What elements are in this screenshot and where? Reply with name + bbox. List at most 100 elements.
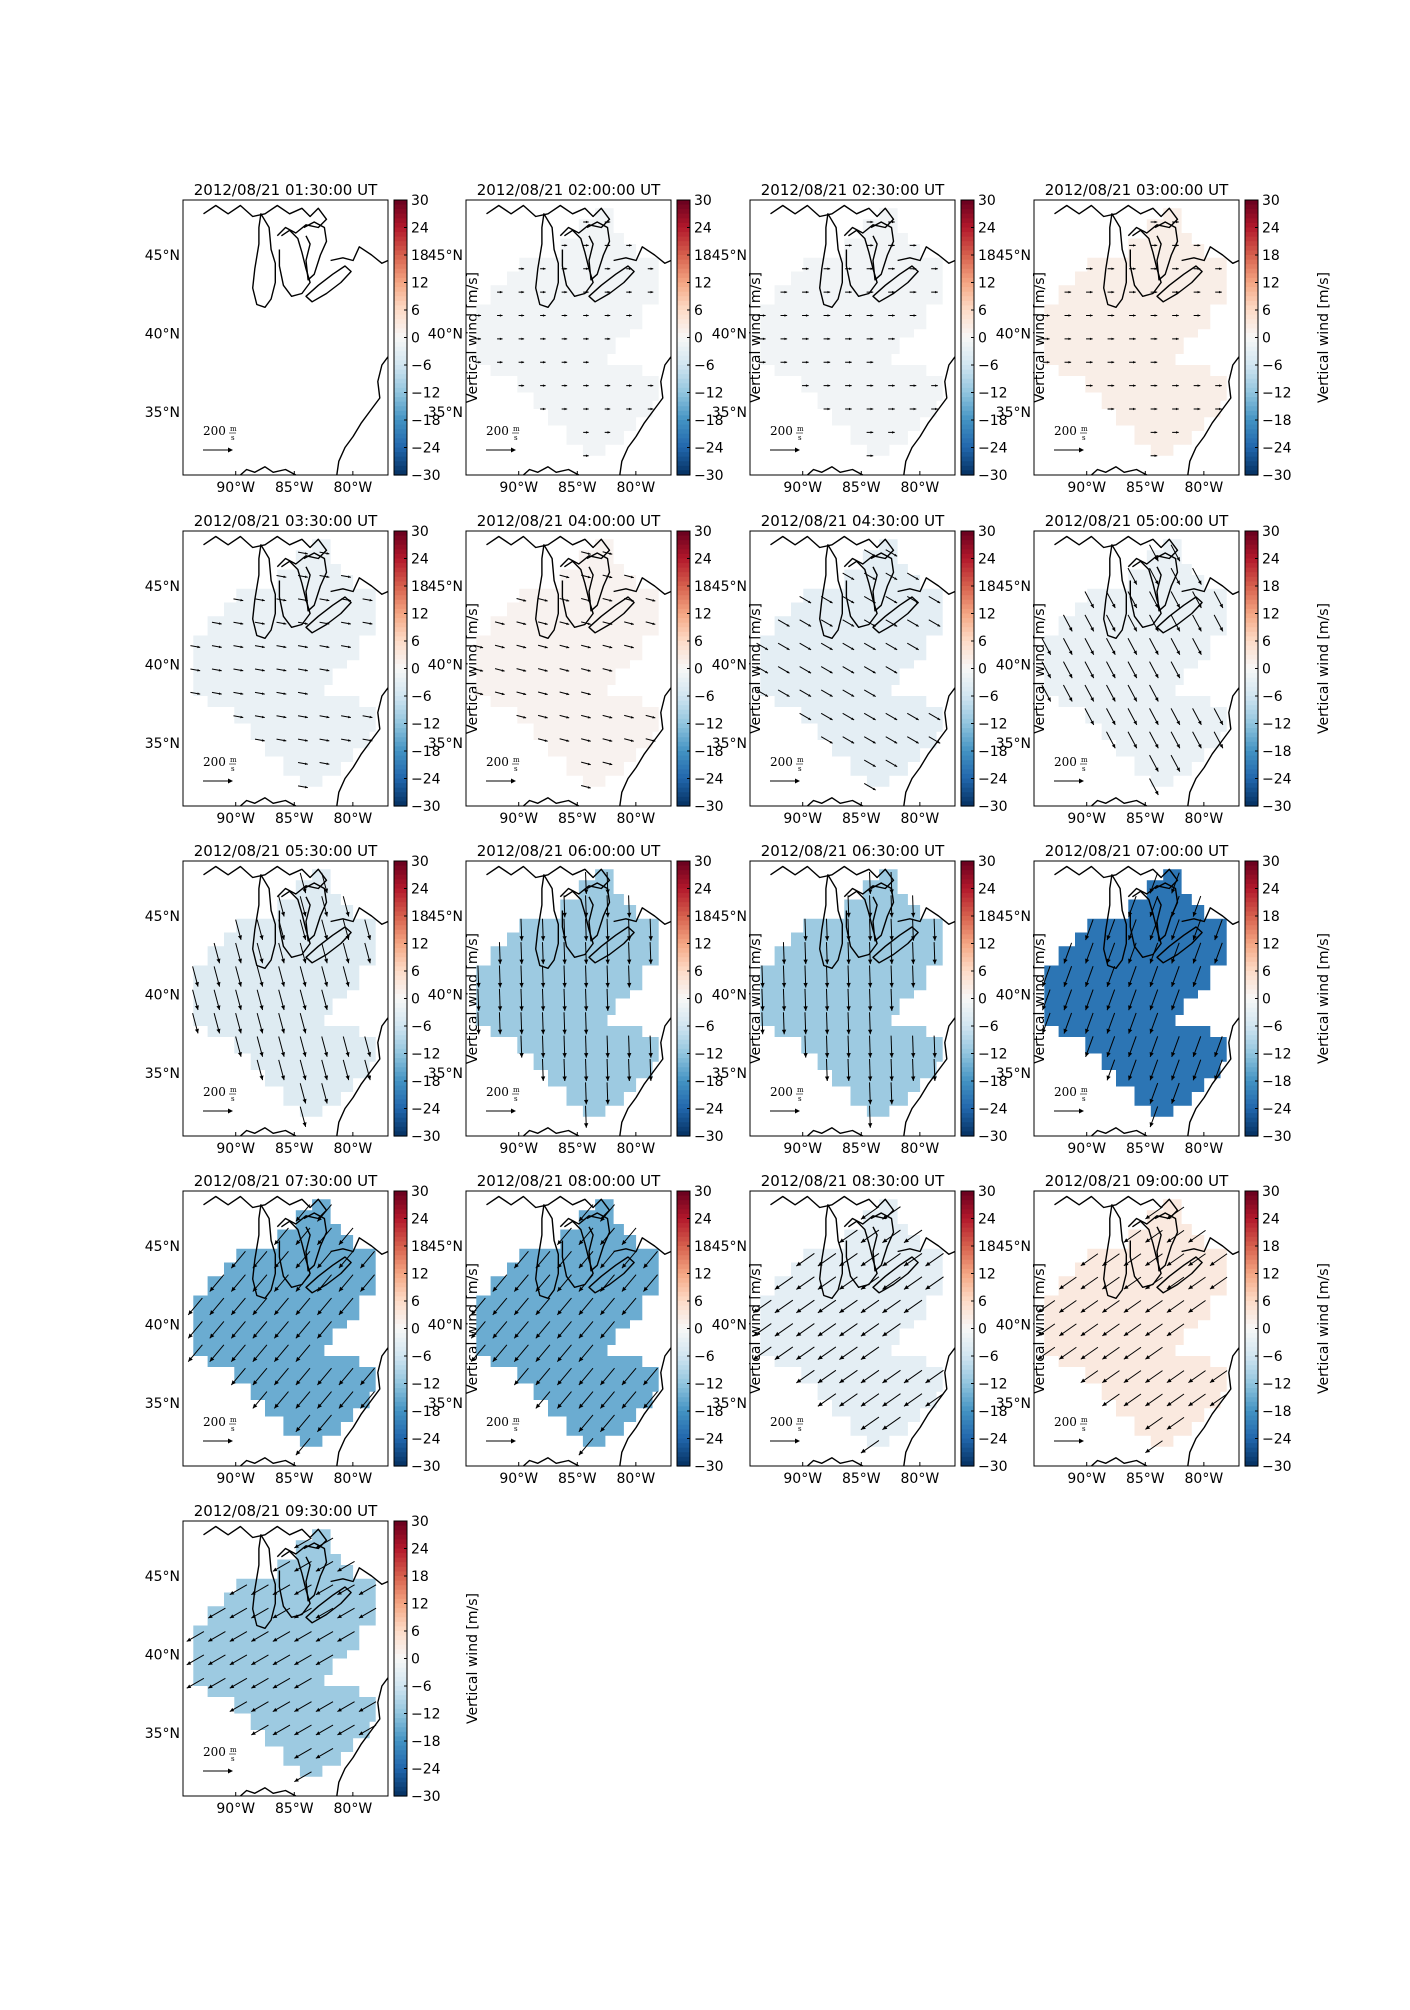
wind-arrow-head — [643, 1263, 648, 1269]
wind-arrow-head — [326, 598, 330, 602]
colorbar-segment — [677, 277, 690, 284]
colorbar-tick-label: 24 — [411, 1542, 429, 1558]
wind-arrow-head — [1145, 1214, 1151, 1219]
wind-arrow-head — [1042, 1028, 1047, 1034]
coastline — [1054, 204, 1179, 237]
wind-arrow-head — [272, 1590, 278, 1595]
wind-arrow-head — [360, 1286, 365, 1292]
colorbar-segment — [677, 291, 690, 297]
colorbar-segment — [1245, 323, 1258, 329]
colorbar-segment — [961, 540, 974, 546]
colorbar-segment — [394, 1786, 407, 1793]
colorbar-tick-label: 30 — [978, 854, 996, 870]
lake-michigan — [251, 874, 276, 969]
coastline — [1129, 560, 1162, 628]
colorbar-segment — [1245, 1204, 1258, 1210]
coastline — [330, 1237, 389, 1256]
wind-arrow-head — [523, 715, 527, 719]
wind-arrow-head — [1145, 1378, 1151, 1383]
colorbar-segment — [394, 1745, 407, 1751]
colorbar-segment — [1245, 351, 1258, 357]
colorbar-segment — [394, 204, 407, 210]
colorbar-tick-label: −18 — [978, 413, 1008, 429]
map-frame — [465, 1190, 672, 1467]
colorbar-segment — [394, 604, 407, 610]
colorbar-segment — [394, 1053, 407, 1059]
wind-arrow-head — [315, 1590, 321, 1595]
lon-tick-label: 80°W — [334, 480, 373, 496]
colorbar-segment — [961, 346, 974, 352]
wind-arrow-head — [1154, 744, 1159, 749]
wind-arrow-head — [1111, 384, 1115, 387]
coastline — [330, 577, 389, 595]
wind-arrow-head — [302, 1098, 307, 1104]
colorbar-segment — [394, 342, 407, 348]
wind-arrow-head — [784, 337, 788, 341]
lon-tick-label: 85°W — [558, 1141, 597, 1157]
wind-arrow-head — [261, 715, 265, 719]
colorbar-segment — [961, 705, 974, 711]
wind-arrow-head — [827, 290, 831, 294]
colorbar-segment — [394, 397, 407, 403]
colorbar-segment — [677, 1456, 690, 1463]
wind-arrow-head — [1149, 1098, 1154, 1104]
wind-arrow-head — [760, 1029, 765, 1035]
colorbar-tick-label: 18 — [1262, 579, 1280, 595]
wind-arrow-head — [1176, 384, 1179, 387]
colorbar-segment — [394, 682, 407, 688]
reference-arrow-unit-numerator: m — [797, 425, 804, 433]
wind-arrow-head — [261, 668, 265, 672]
colorbar-segment — [677, 888, 690, 894]
colorbar-segment — [677, 1319, 690, 1325]
colorbar-segment — [1245, 966, 1258, 972]
wind-arrow-head — [935, 384, 938, 387]
wind-arrow-head — [338, 1286, 344, 1292]
wind-arrow-head — [587, 599, 591, 602]
colorbar-segment — [677, 686, 690, 693]
colorbar-tick-label: −24 — [978, 441, 1008, 457]
colorbar-segment — [394, 442, 407, 449]
colorbar-segment — [961, 677, 974, 683]
colorbar-segment — [394, 650, 407, 656]
colorbar-segment — [961, 319, 974, 325]
panel-title: 2012/08/21 03:00:00 UT — [1045, 181, 1229, 199]
colorbar-segment — [394, 287, 407, 293]
wind-arrow-head — [1106, 1051, 1111, 1057]
wind-arrow-head — [252, 1403, 258, 1409]
colorbar-segment — [677, 764, 690, 770]
wind-arrow-head — [521, 314, 525, 317]
colorbar-segment — [394, 1218, 407, 1224]
colorbar-segment — [677, 705, 690, 711]
colorbar-tick-label: 6 — [1262, 1294, 1271, 1310]
coastline — [619, 1347, 672, 1467]
wind-arrow-head — [544, 715, 548, 719]
colorbar-tick-label: −6 — [411, 1679, 432, 1695]
colorbar-tick-label: −6 — [978, 358, 999, 374]
wind-arrow-head — [1171, 911, 1176, 917]
wind-arrow-head — [347, 739, 351, 742]
lake-michigan — [819, 544, 843, 639]
wind-arrow-head — [229, 1637, 235, 1642]
wind-arrow-head — [216, 1005, 221, 1010]
wind-arrow-head — [1154, 697, 1159, 702]
wind-arrow-head — [497, 959, 503, 965]
colorbar-tick-label: 30 — [411, 1184, 429, 1200]
wind-arrow-head — [535, 1333, 541, 1339]
coastline — [897, 907, 956, 925]
wind-arrow-head — [1123, 1308, 1129, 1313]
colorbar-segment — [677, 581, 690, 587]
colorbar-segment — [677, 1461, 690, 1467]
reference-arrow-label: 200 — [1054, 1085, 1077, 1099]
colorbar-segment — [961, 567, 974, 573]
colorbar-segment — [677, 741, 690, 748]
reference-arrow-head — [228, 1438, 233, 1444]
colorbar-segment — [677, 723, 690, 729]
wind-arrow-head — [1149, 888, 1154, 894]
colorbar-segment — [677, 1213, 690, 1220]
colorbar-segment — [1245, 1342, 1258, 1348]
colorbar-segment — [961, 659, 974, 665]
wind-arrow-head — [1046, 337, 1050, 341]
wind-arrow-head — [216, 981, 221, 987]
colorbar-segment — [961, 387, 974, 394]
vertical-wind-region — [476, 208, 659, 456]
